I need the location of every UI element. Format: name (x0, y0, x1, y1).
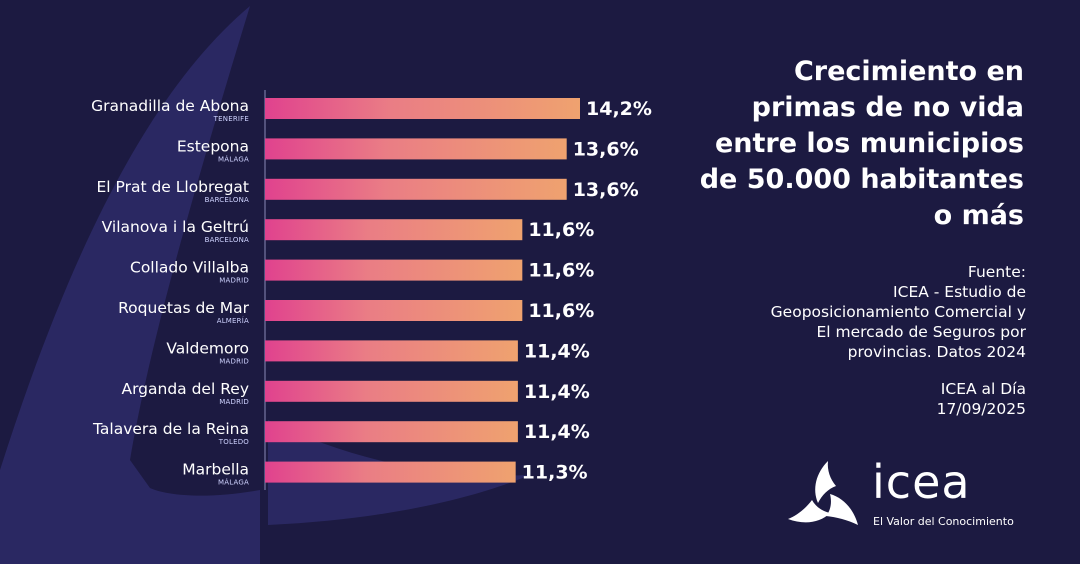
icea-logo: icea El Valor del Conocimiento (786, 455, 1036, 535)
province-label: ALMERÍA (217, 316, 249, 325)
publication-date: 17/09/2025 (936, 400, 1026, 418)
category-label: Collado Villalba (130, 259, 249, 277)
bar (265, 461, 516, 483)
category-label: Granadilla de Abona (91, 97, 249, 115)
bar-value-label: 11,4% (524, 340, 590, 362)
logo-wordmark: icea (872, 455, 971, 509)
category-label: Talavera de la Reina (92, 420, 249, 438)
bar (265, 340, 518, 362)
bar (265, 138, 567, 160)
province-label: TOLEDO (218, 438, 249, 446)
province-label: BARCELONA (205, 236, 249, 244)
category-label: El Prat de Llobregat (96, 178, 249, 196)
bar-value-label: 13,6% (573, 179, 639, 201)
province-label: MADRID (219, 357, 249, 365)
source-label: Fuente: (967, 263, 1026, 281)
background-shape (0, 6, 260, 564)
source-line: El mercado de Seguros por (816, 323, 1026, 341)
bar (265, 300, 523, 321)
category-label: Estepona (177, 137, 249, 155)
bar-value-label: 11,6% (528, 260, 594, 282)
bar-value-label: 11,4% (524, 381, 590, 403)
category-label: Roquetas de Mar (118, 299, 250, 317)
bar (265, 98, 580, 119)
bar-value-label: 11,6% (528, 219, 594, 241)
province-label: MADRID (219, 398, 249, 406)
category-label: Marbella (182, 461, 249, 479)
province-label: MÁLAGA (218, 478, 249, 487)
publication-info: ICEA al Día 17/09/2025 (706, 379, 1026, 419)
category-label: Vilanova i la Geltrú (102, 218, 249, 236)
bar (265, 380, 518, 402)
source-line: ICEA - Estudio de (893, 283, 1026, 301)
bar (265, 178, 567, 200)
bar (265, 421, 518, 443)
source-line: Geoposicionamiento Comercial y (770, 303, 1026, 321)
source-line: provincias. Datos 2024 (847, 343, 1026, 361)
bar (265, 259, 523, 281)
icea-logo-mark-icon (788, 461, 858, 525)
bar (265, 219, 523, 241)
province-label: MADRID (219, 277, 249, 285)
bar-value-label: 11,4% (524, 421, 590, 443)
province-label: MÁLAGA (218, 154, 249, 163)
source-note: Fuente: ICEA - Estudio de Geoposicionami… (706, 262, 1026, 362)
bar-value-label: 11,3% (522, 462, 588, 484)
province-label: TENERIFE (213, 115, 249, 123)
category-label: Arganda del Rey (121, 380, 249, 398)
province-label: BARCELONA (205, 196, 249, 204)
logo-tagline: El Valor del Conocimiento (873, 515, 1014, 528)
publication-name: ICEA al Día (940, 380, 1026, 398)
chart-title: Crecimiento en primas de no vida entre l… (699, 56, 1024, 231)
bar-value-label: 13,6% (573, 138, 639, 160)
bar-value-label: 11,6% (528, 300, 594, 322)
category-label: Valdemoro (166, 339, 249, 357)
bar-value-label: 14,2% (586, 98, 652, 120)
